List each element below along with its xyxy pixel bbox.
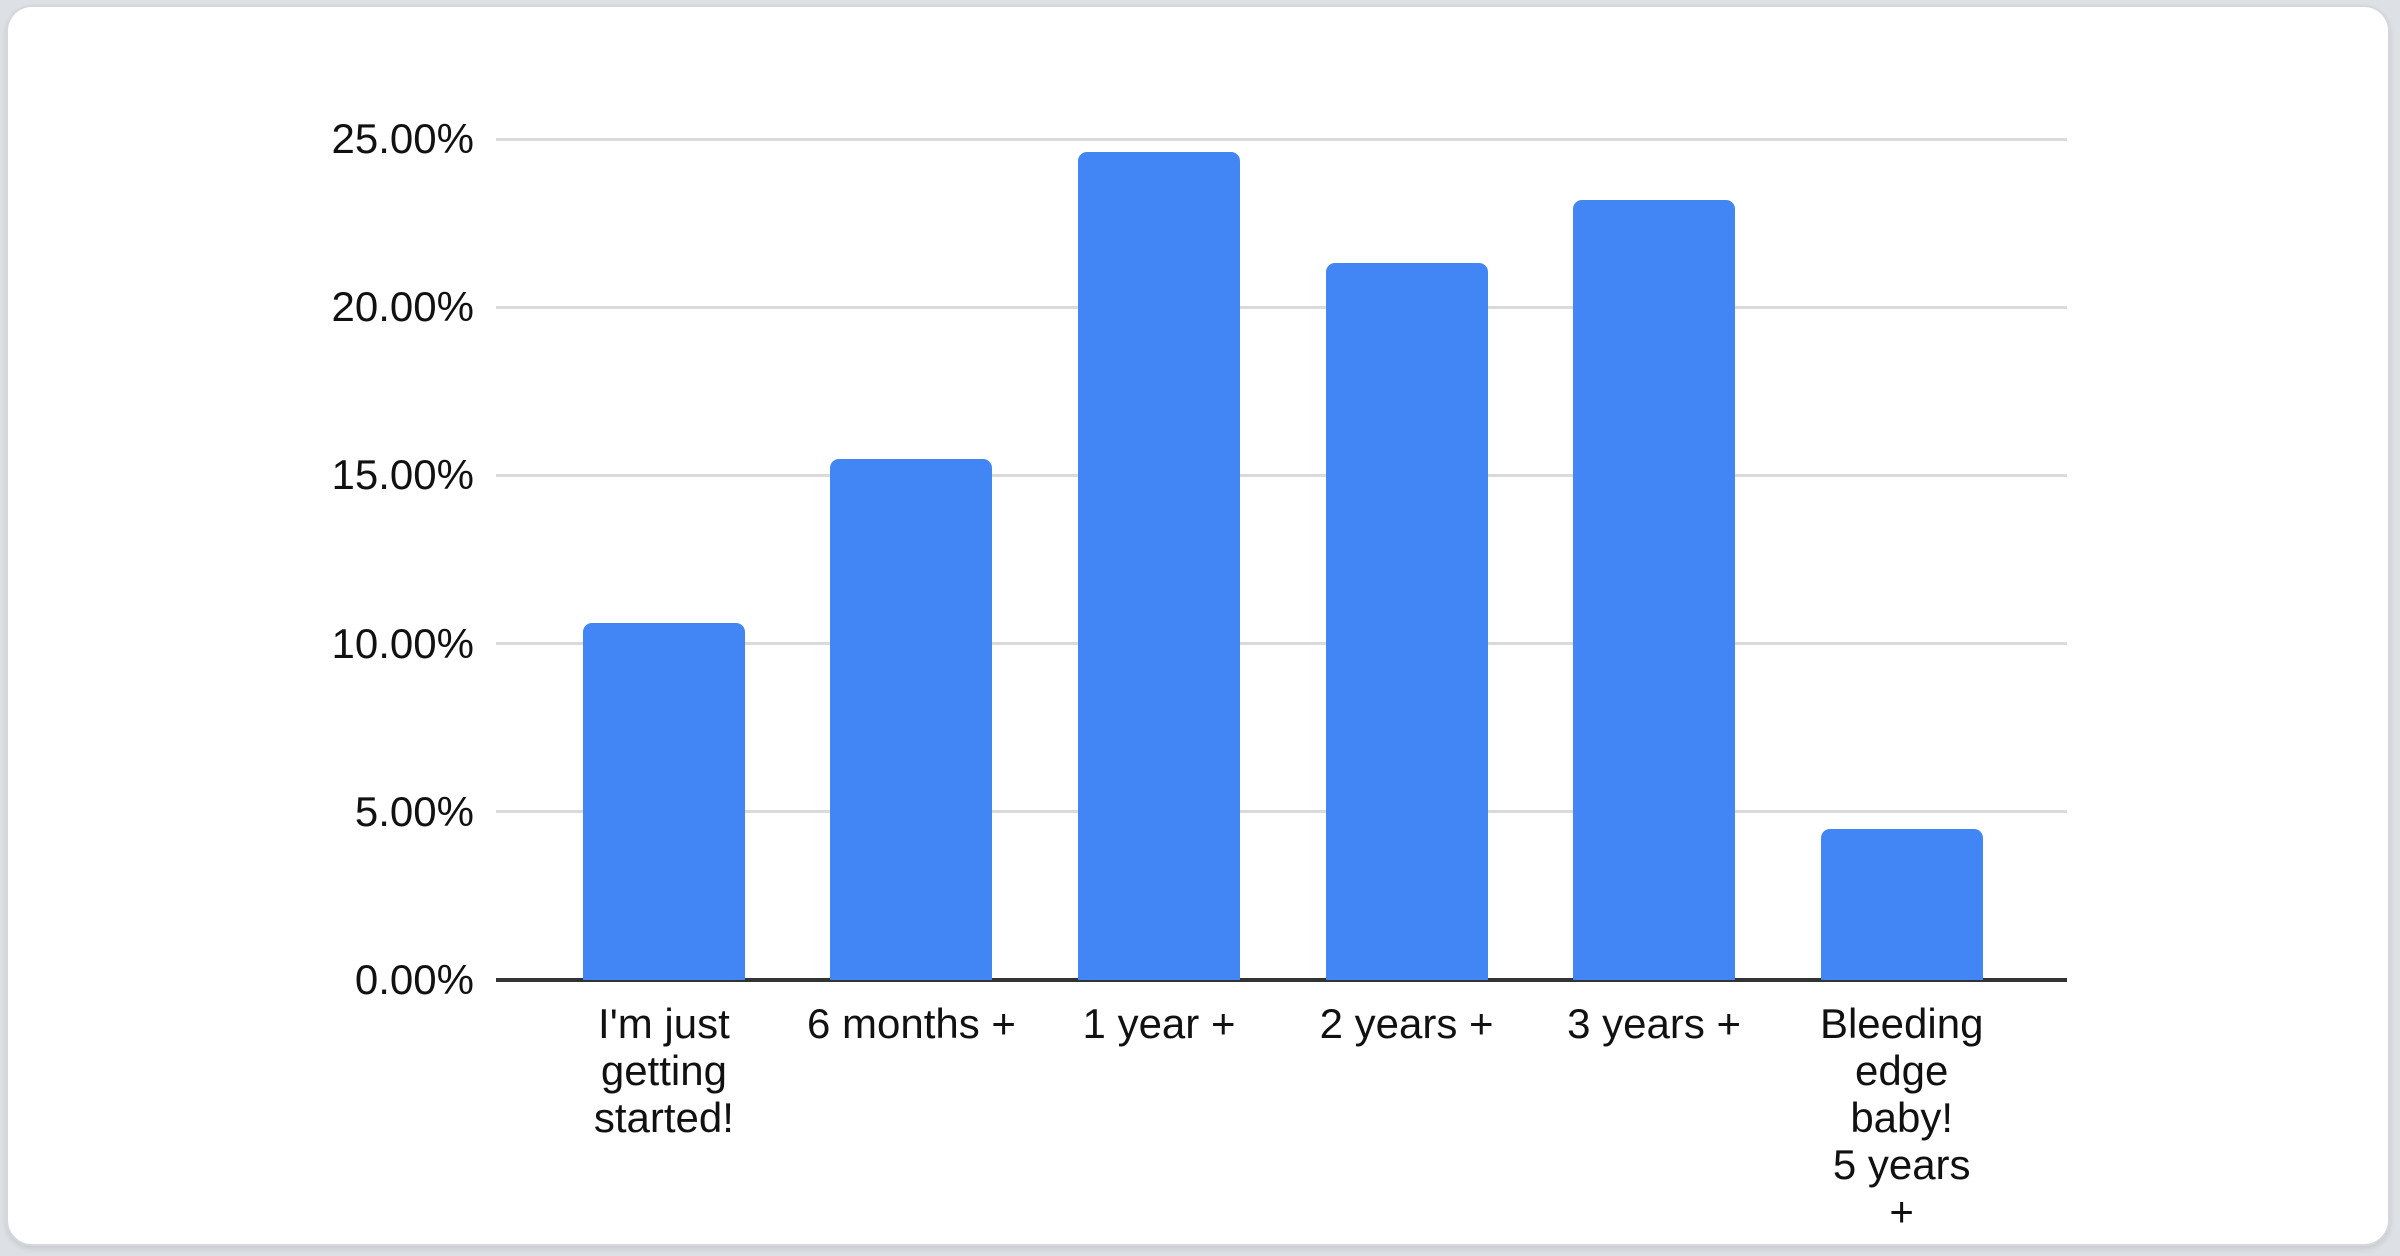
gridline-10 (496, 642, 2067, 646)
bar-2[interactable] (830, 458, 993, 980)
x-category-label: 1 year + (1082, 1000, 1236, 1047)
y-tick-label: 25.00% (331, 115, 474, 162)
x-axis: I'm just getting started! 6 months + 1 yea… (496, 1000, 2067, 1235)
gridline-25 (496, 137, 2067, 141)
y-tick-label: 15.00% (331, 451, 474, 499)
gridline-20 (496, 305, 2067, 309)
x-category-label: Bleeding edge baby! 5 years + (1819, 1000, 1984, 1235)
bar-1[interactable] (582, 623, 745, 980)
gridline-5 (496, 810, 2067, 814)
y-tick-label: 10.00% (331, 619, 474, 667)
gridline-15 (496, 473, 2067, 477)
x-category-label: I'm just getting started! (593, 1000, 734, 1141)
y-tick-label: 0.00% (354, 956, 474, 1003)
bar-5[interactable] (1573, 199, 1736, 980)
bar-3[interactable] (1078, 152, 1241, 980)
y-tick-label: 20.00% (331, 283, 474, 331)
bar-4[interactable] (1325, 263, 1488, 980)
x-category-label: 6 months + (806, 1000, 1016, 1047)
x-category-label: 2 years + (1319, 1000, 1494, 1047)
x-axis-baseline (496, 978, 2067, 982)
y-tick-label: 5.00% (354, 787, 474, 835)
plot-area (496, 137, 2067, 982)
x-category-label: 3 years + (1567, 1000, 1742, 1047)
y-axis: 0.00% 5.00% 10.00% 15.00% 20.00% 25.00% (0, 0, 474, 1256)
bar-6[interactable] (1820, 828, 1983, 980)
